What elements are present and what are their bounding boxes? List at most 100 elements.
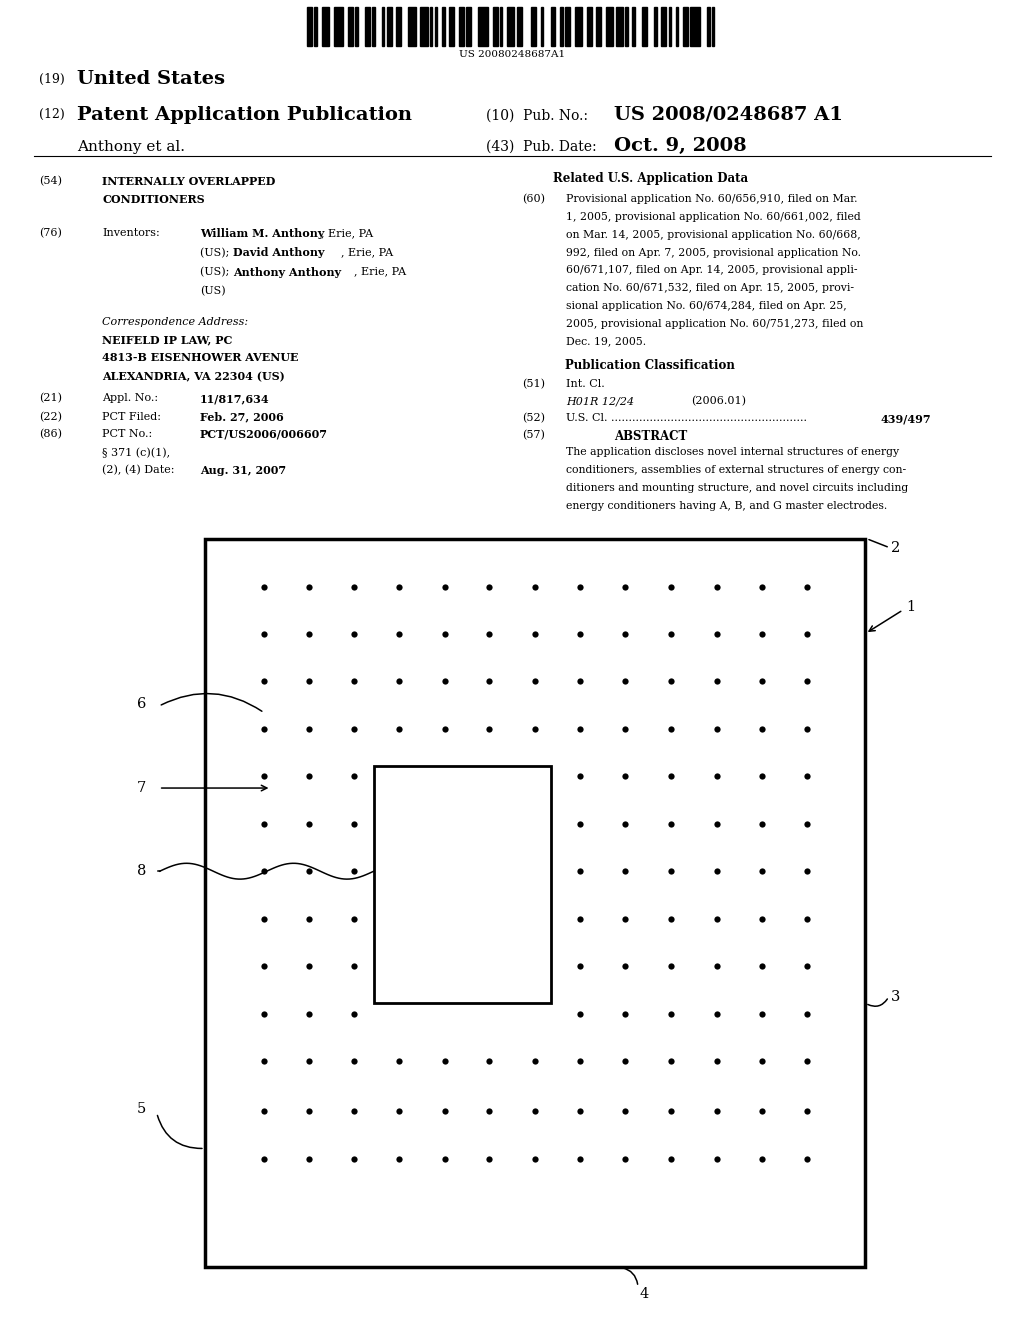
Bar bbox=[690, 7, 700, 46]
Text: conditioners, assemblies of external structures of energy con-: conditioners, assemblies of external str… bbox=[566, 466, 906, 475]
Text: ditioners and mounting structure, and novel circuits including: ditioners and mounting structure, and no… bbox=[566, 483, 908, 494]
Text: ABSTRACT: ABSTRACT bbox=[613, 430, 687, 444]
Text: (12): (12) bbox=[39, 108, 65, 121]
Bar bbox=[642, 7, 647, 46]
Text: United States: United States bbox=[77, 70, 225, 88]
Bar bbox=[587, 7, 592, 46]
Text: 2005, provisional application No. 60/751,273, filed on: 2005, provisional application No. 60/751… bbox=[566, 319, 863, 329]
Text: (86): (86) bbox=[39, 429, 61, 440]
Text: 3: 3 bbox=[891, 990, 900, 1003]
Bar bbox=[421, 7, 428, 46]
Text: H01R 12/24: H01R 12/24 bbox=[566, 396, 635, 407]
Text: (US): (US) bbox=[200, 286, 225, 296]
Text: Inventors:: Inventors: bbox=[102, 228, 160, 239]
Bar bbox=[365, 7, 370, 46]
Bar bbox=[683, 7, 688, 46]
Bar bbox=[676, 7, 678, 46]
Text: (60): (60) bbox=[522, 194, 545, 205]
Text: PCT/US2006/006607: PCT/US2006/006607 bbox=[200, 429, 328, 440]
Bar bbox=[430, 7, 432, 46]
Bar bbox=[551, 7, 555, 46]
Bar bbox=[466, 7, 471, 46]
Text: INTERNALLY OVERLAPPED: INTERNALLY OVERLAPPED bbox=[102, 176, 275, 186]
Text: David Anthony: David Anthony bbox=[233, 248, 325, 259]
Bar bbox=[396, 7, 401, 46]
Bar bbox=[633, 7, 635, 46]
Bar bbox=[334, 7, 343, 46]
Bar bbox=[459, 7, 464, 46]
Bar bbox=[382, 7, 384, 46]
Text: (2), (4) Date:: (2), (4) Date: bbox=[102, 465, 175, 475]
Text: Provisional application No. 60/656,910, filed on Mar.: Provisional application No. 60/656,910, … bbox=[566, 194, 858, 205]
Text: NEIFELD IP LAW, PC: NEIFELD IP LAW, PC bbox=[102, 334, 232, 345]
Text: (76): (76) bbox=[39, 228, 61, 239]
Text: 992, filed on Apr. 7, 2005, provisional application No.: 992, filed on Apr. 7, 2005, provisional … bbox=[566, 248, 861, 257]
Text: (21): (21) bbox=[39, 393, 61, 404]
Text: (54): (54) bbox=[39, 176, 61, 186]
Bar bbox=[606, 7, 613, 46]
Bar bbox=[493, 7, 498, 46]
Bar bbox=[626, 7, 628, 46]
Text: sional application No. 60/674,284, filed on Apr. 25,: sional application No. 60/674,284, filed… bbox=[566, 301, 847, 312]
Text: PCT Filed:: PCT Filed: bbox=[102, 412, 162, 422]
Text: Publication Classification: Publication Classification bbox=[565, 359, 735, 372]
Text: (US);: (US); bbox=[200, 267, 232, 277]
Text: Int. Cl.: Int. Cl. bbox=[566, 379, 605, 389]
Text: Dec. 19, 2005.: Dec. 19, 2005. bbox=[566, 337, 646, 347]
Text: William M. Anthony: William M. Anthony bbox=[200, 228, 324, 239]
Text: US 20080248687A1: US 20080248687A1 bbox=[459, 50, 565, 59]
Bar bbox=[435, 7, 437, 46]
Bar bbox=[708, 7, 710, 46]
Bar bbox=[712, 7, 715, 46]
Bar bbox=[596, 7, 601, 46]
Text: 60/671,107, filed on Apr. 14, 2005, provisional appli-: 60/671,107, filed on Apr. 14, 2005, prov… bbox=[566, 265, 858, 276]
Bar bbox=[574, 7, 582, 46]
Text: Aug. 31, 2007: Aug. 31, 2007 bbox=[200, 465, 286, 475]
Text: Feb. 27, 2006: Feb. 27, 2006 bbox=[200, 412, 284, 422]
Bar bbox=[450, 7, 455, 46]
Text: (52): (52) bbox=[522, 413, 545, 424]
Text: 7: 7 bbox=[137, 781, 146, 795]
Text: 8: 8 bbox=[137, 865, 146, 878]
Text: Anthony et al.: Anthony et al. bbox=[77, 140, 184, 154]
Bar bbox=[565, 7, 569, 46]
Text: (19): (19) bbox=[39, 73, 65, 86]
Bar bbox=[507, 7, 514, 46]
Text: 2: 2 bbox=[891, 541, 900, 554]
Text: U.S. Cl. ........................................................: U.S. Cl. ...............................… bbox=[566, 413, 807, 424]
Text: CONDITIONERS: CONDITIONERS bbox=[102, 194, 205, 205]
Bar bbox=[322, 7, 329, 46]
Text: , Erie, PA: , Erie, PA bbox=[341, 248, 393, 257]
Bar bbox=[307, 7, 312, 46]
Text: Appl. No.:: Appl. No.: bbox=[102, 393, 159, 404]
Text: The application discloses novel internal structures of energy: The application discloses novel internal… bbox=[566, 447, 899, 458]
Text: § 371 (c)(1),: § 371 (c)(1), bbox=[102, 447, 171, 458]
Text: cation No. 60/671,532, filed on Apr. 15, 2005, provi-: cation No. 60/671,532, filed on Apr. 15,… bbox=[566, 284, 854, 293]
Bar bbox=[662, 7, 667, 46]
Bar bbox=[500, 7, 503, 46]
Bar bbox=[355, 7, 357, 46]
Bar bbox=[205, 539, 865, 1267]
Text: Oct. 9, 2008: Oct. 9, 2008 bbox=[614, 137, 748, 156]
Text: 1: 1 bbox=[906, 601, 915, 614]
Text: (51): (51) bbox=[522, 379, 545, 389]
Text: Patent Application Publication: Patent Application Publication bbox=[77, 106, 412, 124]
Text: energy conditioners having A, B, and G master electrodes.: energy conditioners having A, B, and G m… bbox=[566, 500, 888, 511]
Bar bbox=[409, 7, 416, 46]
Text: PCT No.:: PCT No.: bbox=[102, 429, 153, 440]
Bar bbox=[560, 7, 562, 46]
Bar bbox=[541, 7, 544, 46]
Text: US 2008/0248687 A1: US 2008/0248687 A1 bbox=[614, 106, 844, 124]
Text: , Erie, PA: , Erie, PA bbox=[354, 267, 407, 277]
Bar bbox=[654, 7, 656, 46]
Text: ALEXANDRIA, VA 22304 (US): ALEXANDRIA, VA 22304 (US) bbox=[102, 371, 285, 381]
Bar bbox=[517, 7, 521, 46]
Text: on Mar. 14, 2005, provisional application No. 60/668,: on Mar. 14, 2005, provisional applicatio… bbox=[566, 230, 861, 240]
Text: 4: 4 bbox=[640, 1287, 649, 1302]
Text: 5: 5 bbox=[137, 1102, 146, 1115]
Text: 6: 6 bbox=[137, 697, 146, 710]
Text: (22): (22) bbox=[39, 412, 61, 422]
Text: (57): (57) bbox=[522, 430, 545, 441]
Text: (2006.01): (2006.01) bbox=[691, 396, 746, 407]
Bar bbox=[348, 7, 353, 46]
